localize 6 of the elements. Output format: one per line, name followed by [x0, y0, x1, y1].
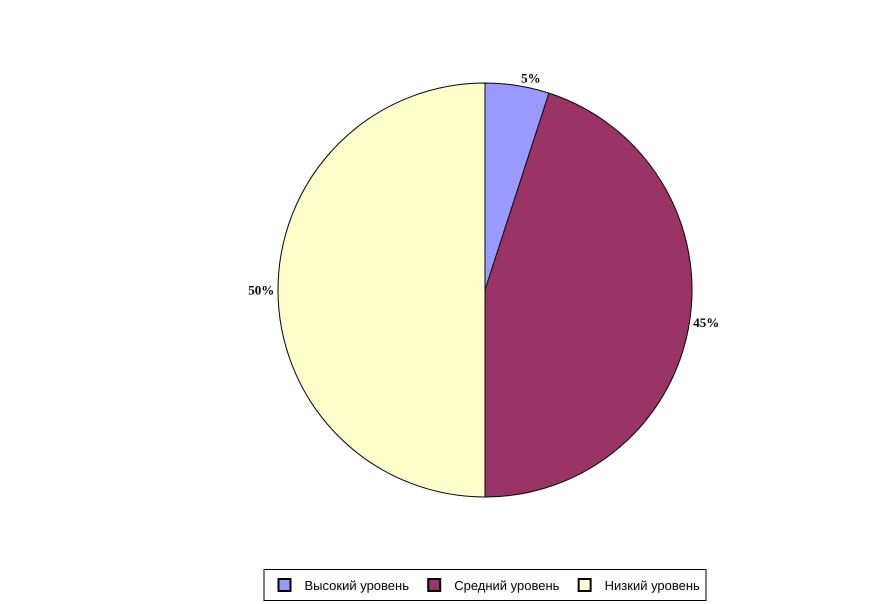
data-label: 50% — [248, 282, 274, 298]
data-label: 45% — [693, 315, 720, 330]
legend-label: Низкий уровень — [604, 578, 700, 594]
legend-label: Высокий уровень — [304, 578, 410, 594]
data-label: 5% — [521, 70, 541, 86]
legend-label: Средний уровень — [454, 578, 560, 594]
